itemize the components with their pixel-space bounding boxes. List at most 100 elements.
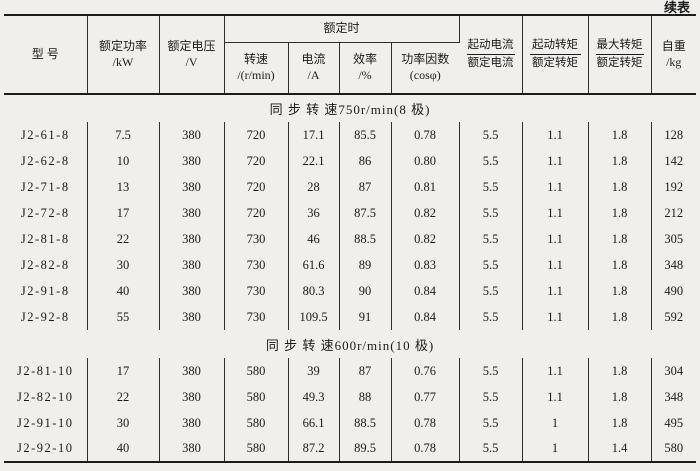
cell-weight: 305	[664, 231, 684, 246]
header-line: /V	[185, 54, 198, 69]
header-line: 电流	[301, 52, 326, 67]
header-line: /A	[307, 67, 320, 82]
cell-current: 80.3	[288, 278, 340, 304]
cell-efficiency: 85.5	[339, 122, 392, 148]
cell-start-current-ratio: 5.5	[459, 384, 523, 410]
table-row: J2-91-10 30 380 580 66.1 88.5 0.78 5.5 1 1.8 495	[4, 410, 696, 436]
cell-current: 22.1	[288, 148, 340, 174]
header-line: 效率	[352, 52, 377, 67]
table-row: J2-71-8 13 380 720 28 87 0.81 5.5 1.1 1.8 192	[4, 174, 696, 200]
cell-rated-power: 40	[87, 278, 160, 304]
cell-model: J2-61-8	[4, 122, 88, 148]
cell-efficiency: 87	[339, 174, 392, 200]
table-header: 型 号 额定功率 /kW 额定电压 /V 额定时 起动电流 额定电流 起动转矩 …	[4, 15, 697, 94]
header-line: /kg	[666, 54, 682, 69]
section-title: 同 步 转 速600r/min(10 极)	[265, 337, 435, 353]
table-row: J2-92-10 40 380 580 87.2 89.5 0.78 5.5 1 1.4 580	[4, 436, 696, 462]
header-line: 自重	[661, 38, 686, 53]
cell-weight: 128	[664, 127, 684, 142]
header-line: /kW	[112, 54, 134, 69]
cell-start-current-ratio: 5.5	[459, 148, 523, 174]
cell-model: J2-92-10	[4, 436, 88, 462]
cell-current: 17.1	[288, 122, 340, 148]
cell-max-torque-ratio: 1.8	[588, 200, 652, 226]
cell-current: 39	[288, 358, 340, 384]
cell-start-current-ratio: 5.5	[459, 174, 523, 200]
cell-max-torque-ratio: 1.8	[588, 148, 652, 174]
cell-efficiency: 88.5	[339, 410, 392, 436]
table-row: J2-81-10 17 380 580 39 87 0.76 5.5 1.1 1.8 304	[4, 358, 696, 384]
table-row: J2-82-8 30 380 730 61.6 89 0.83 5.5 1.1 1.8 348	[4, 252, 696, 278]
cell-current: 36	[288, 200, 340, 226]
cell-efficiency: 86	[339, 148, 392, 174]
cell-power-factor: 0.80	[391, 148, 460, 174]
section-title-row: 同 步 转 速600r/min(10 极)	[4, 330, 696, 358]
header-line: 转速	[243, 52, 268, 67]
cell-current: 49.3	[288, 384, 340, 410]
cell-start-current-ratio: 5.5	[459, 304, 523, 330]
continued-table-label: 续表	[663, 0, 690, 15]
cell-rated-voltage: 380	[159, 384, 225, 410]
cell-model: J2-72-8	[4, 200, 88, 226]
cell-power-factor: 0.82	[391, 200, 460, 226]
cell-speed: 580	[224, 436, 289, 462]
cell-power-factor: 0.78	[391, 436, 460, 462]
cell-rated-voltage: 380	[159, 278, 225, 304]
cell-model: J2-82-10	[4, 384, 88, 410]
cell-speed: 580	[224, 384, 289, 410]
header-line: /%	[358, 67, 372, 82]
cell-rated-power: 17	[87, 200, 160, 226]
cell-speed: 580	[224, 358, 289, 384]
cell-rated-voltage: 380	[159, 122, 225, 148]
cell-speed: 730	[224, 304, 289, 330]
header-line: /(r/min)	[237, 67, 275, 82]
cell-current: 61.6	[288, 252, 340, 278]
col-header-start-current-ratio: 起动电流 额定电流	[459, 15, 523, 94]
cell-current: 87.2	[288, 436, 340, 462]
cell-rated-power: 17	[87, 358, 160, 384]
cell-start-torque-ratio: 1.1	[522, 278, 589, 304]
cell-max-torque-ratio: 1.8	[588, 278, 652, 304]
cell-power-factor: 0.83	[391, 252, 460, 278]
cell-max-torque-ratio: 1.8	[588, 226, 652, 252]
cell-power-factor: 0.76	[391, 358, 460, 384]
header-line: 功率因数	[401, 52, 450, 67]
cell-model: J2-81-8	[4, 226, 88, 252]
cell-start-current-ratio: 5.5	[459, 436, 523, 462]
cell-speed: 730	[224, 252, 289, 278]
cell-weight: 495	[664, 415, 684, 430]
cell-efficiency: 87.5	[339, 200, 392, 226]
cell-power-factor: 0.77	[391, 384, 460, 410]
cell-rated-voltage: 380	[159, 304, 225, 330]
cell-efficiency: 88	[339, 384, 392, 410]
table-row: J2-91-8 40 380 730 80.3 90 0.84 5.5 1.1 1.8 490	[4, 278, 696, 304]
cell-speed: 730	[224, 226, 289, 252]
cell-rated-power: 22	[87, 226, 160, 252]
cell-power-factor: 0.84	[391, 278, 460, 304]
cell-weight: 592	[664, 309, 684, 324]
cell-start-torque-ratio: 1.1	[522, 252, 589, 278]
cell-current: 46	[288, 226, 340, 252]
cell-start-current-ratio: 5.5	[459, 252, 523, 278]
fraction-numerator: 起动电流	[466, 38, 515, 55]
fraction-numerator: 起动转矩	[529, 38, 581, 55]
section-title: 同 步 转 速750r/min(8 极)	[269, 102, 431, 117]
fraction-denominator: 额定电流	[467, 57, 514, 69]
cell-weight: 490	[664, 283, 684, 298]
table-row: J2-62-8 10 380 720 22.1 86 0.80 5.5 1.1 1.8 142	[4, 148, 696, 174]
cell-efficiency: 89	[339, 252, 392, 278]
cell-rated-voltage: 380	[159, 436, 225, 462]
cell-weight: 304	[664, 363, 684, 378]
cell-start-torque-ratio: 1.1	[522, 122, 589, 148]
cell-weight: 348	[664, 257, 684, 272]
cell-start-torque-ratio: 1.1	[522, 358, 589, 384]
cell-speed: 580	[224, 410, 289, 436]
cell-speed: 720	[224, 148, 289, 174]
cell-start-torque-ratio: 1	[522, 436, 589, 462]
col-header-rated-group: 额定时	[224, 15, 460, 43]
cell-rated-voltage: 380	[159, 200, 225, 226]
cell-speed: 730	[224, 278, 289, 304]
cell-rated-power: 22	[87, 384, 160, 410]
cell-max-torque-ratio: 1.8	[588, 304, 652, 330]
cell-max-torque-ratio: 1.8	[588, 174, 652, 200]
